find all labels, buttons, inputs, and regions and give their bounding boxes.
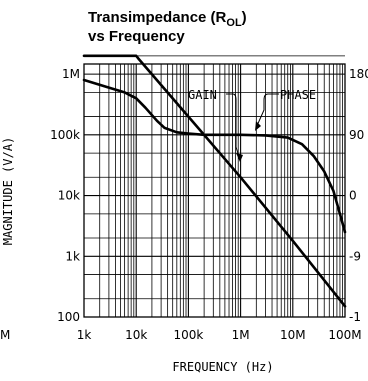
y-tick-label: 1M <box>62 67 80 81</box>
x-tick-label: 1M <box>232 328 250 342</box>
annotation-gain-label: GAIN <box>188 88 217 102</box>
grid <box>84 55 345 317</box>
x-tick-label: 1k <box>77 328 92 342</box>
y-tick-label: 10k <box>58 189 80 203</box>
right-tick-label: -9 <box>349 249 361 263</box>
right-tick-label: 90 <box>349 128 364 142</box>
x-tick-label: 10k <box>125 328 147 342</box>
annotation-phase-label: PHASE <box>280 88 316 102</box>
annotation-gain-arrowhead <box>236 153 243 162</box>
right-tick-label: 180 <box>349 67 368 81</box>
annotation-phase-arrowhead <box>255 121 261 131</box>
series-line-gain <box>82 54 347 308</box>
chart-title: Transimpedance (ROL) vs Frequency <box>88 9 247 45</box>
chart-title-line1: Transimpedance (ROL) <box>88 9 247 29</box>
annotation-phase-leader <box>255 93 279 129</box>
annotation-gain-leader <box>226 93 241 161</box>
y-tick-label: 1k <box>65 249 80 263</box>
tick-labels: 1k 10k 100k 1M 10M 100M 100 1k 10k 100k 1M 180 90 0 -9… <box>50 67 368 342</box>
y-tick-label: 100 <box>57 310 80 324</box>
x-tick-label: 100k <box>173 328 203 342</box>
left-edge-fragment: M <box>0 328 10 342</box>
annotation-phase: PHASE <box>255 88 316 131</box>
annotation-gain: GAIN <box>188 88 243 162</box>
right-tick-label: 0 <box>349 189 357 203</box>
x-axis-label: FREQUENCY (Hz) <box>172 360 273 374</box>
y-tick-label: 100k <box>50 128 80 142</box>
series-layer <box>82 54 347 308</box>
x-tick-label: 100M <box>328 328 361 342</box>
x-tick-label: 10M <box>280 328 306 342</box>
series-line-phase <box>82 78 347 234</box>
chart-subtitle: vs Frequency <box>88 28 185 45</box>
y-axis-label: MAGNITUDE (V/A) <box>1 137 15 245</box>
plot-frame <box>83 63 346 318</box>
right-tick-label: -1 <box>349 310 361 324</box>
